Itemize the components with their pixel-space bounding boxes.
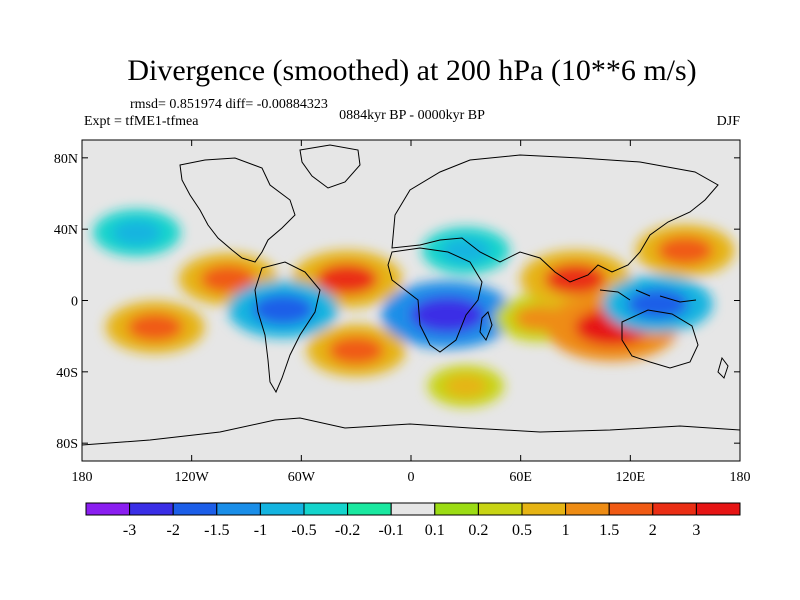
stats-text: rmsd= 0.851974 diff= -0.00884323 — [130, 97, 328, 112]
colorbar-label-11: 1.5 — [599, 522, 619, 539]
map-panel — [81, 139, 741, 462]
colorbar-box-11 — [565, 502, 610, 516]
colorbar-label-2: -1.5 — [204, 522, 229, 539]
colorbar-label-13: 3 — [692, 522, 700, 539]
x-tick-label-1: 120W — [175, 470, 210, 485]
coastline-greenland — [299, 144, 361, 189]
field-core-south-pacific-positive-band — [127, 313, 183, 342]
y-tick-label-1: 40N — [54, 223, 78, 238]
colorbar-label-9: 0.5 — [512, 522, 532, 539]
y-tick-label-4: 80S — [56, 437, 78, 452]
coastline-maritime-islands — [599, 289, 697, 303]
colorbar-box-12 — [608, 502, 654, 516]
field-core-central-africa-negative — [410, 296, 485, 333]
field-core-southern-ocean-positive — [444, 374, 488, 398]
y-tick-label-2: 0 — [71, 295, 78, 310]
colorbar-label-8: 0.2 — [468, 522, 488, 539]
field-core-north-pacific-positive — [657, 236, 713, 265]
coastline-new-zealand — [717, 356, 729, 379]
field-core-south-atlantic-positive — [328, 336, 384, 365]
coastline-madagascar — [479, 311, 493, 342]
period-label: 0884kyr BP - 0000kyr BP — [339, 108, 485, 123]
coastline-south-america — [254, 261, 321, 394]
field-core-south-asia-positive — [544, 263, 607, 295]
coastline-australia — [621, 309, 699, 369]
x-tick-label-2: 60W — [288, 470, 316, 485]
colorbar-label-0: -3 — [123, 522, 136, 539]
coastline-antarctica — [82, 417, 740, 446]
experiment-label: Expt = tfME1-tfmea — [84, 114, 199, 129]
colorbar-label-1: -2 — [167, 522, 180, 539]
coastlines — [82, 144, 740, 446]
colorbar-box-6 — [347, 502, 392, 516]
colorbar-box-9 — [477, 502, 523, 516]
coastline-africa — [387, 247, 483, 353]
field-core-eurasia-negative-belt — [441, 237, 491, 264]
field-core-north-pacific-negative — [112, 220, 162, 246]
colorbar-box-7 — [390, 502, 436, 516]
coastline-eurasia — [391, 154, 719, 283]
colorbar-box-10 — [521, 502, 567, 516]
colorbar-box-1 — [129, 502, 174, 516]
colorbar-label-10: 1 — [562, 522, 570, 539]
y-tick-label-3: 40S — [56, 366, 78, 381]
colorbar: -3 -2 -1.5 -1 -0.5 -0.2 -0.1 0.1 0.2 0.5 1 1.5 2 3 — [85, 502, 741, 539]
colorbar-label-6: -0.1 — [379, 522, 404, 539]
x-tick-label-6: 180 — [730, 470, 751, 485]
field-core-west-pacific-negative — [626, 288, 689, 320]
colorbar-label-5: -0.2 — [335, 522, 360, 539]
x-tick-label-0: 180 — [72, 470, 93, 485]
colorbar-box-8 — [434, 502, 479, 516]
y-tick-label-0: 80N — [54, 152, 78, 167]
colorbar-box-13 — [652, 502, 697, 516]
field-core-amazon-negative — [252, 294, 314, 325]
colorbar-label-12: 2 — [649, 522, 657, 539]
x-tick-label-5: 120E — [616, 470, 646, 485]
colorbar-label-7: 0.1 — [425, 522, 445, 539]
x-axis: 180 120W 60W 0 60E 120E 180 — [72, 140, 751, 485]
colorbar-label-4: -0.5 — [291, 522, 316, 539]
colorbar-box-14 — [695, 502, 741, 516]
y-axis: 80N 40N 0 40S 80S — [54, 152, 740, 452]
field-core-east-pacific-positive — [200, 265, 256, 294]
x-tick-label-4: 60E — [509, 470, 532, 485]
season-label: DJF — [717, 114, 741, 129]
colorbar-box-4 — [259, 502, 305, 516]
field-core-north-atlantic-positive — [316, 263, 378, 295]
x-tick-label-3: 0 — [408, 470, 415, 485]
coastline-north-america — [179, 157, 296, 263]
colorbar-box-2 — [172, 502, 218, 516]
colorbar-box-5 — [303, 502, 349, 516]
colorbar-box-0 — [85, 502, 131, 516]
colorbar-label-3: -1 — [254, 522, 267, 539]
chart-title: Divergence (smoothed) at 200 hPa (10**6 … — [127, 54, 696, 87]
colorbar-box-3 — [216, 502, 261, 516]
